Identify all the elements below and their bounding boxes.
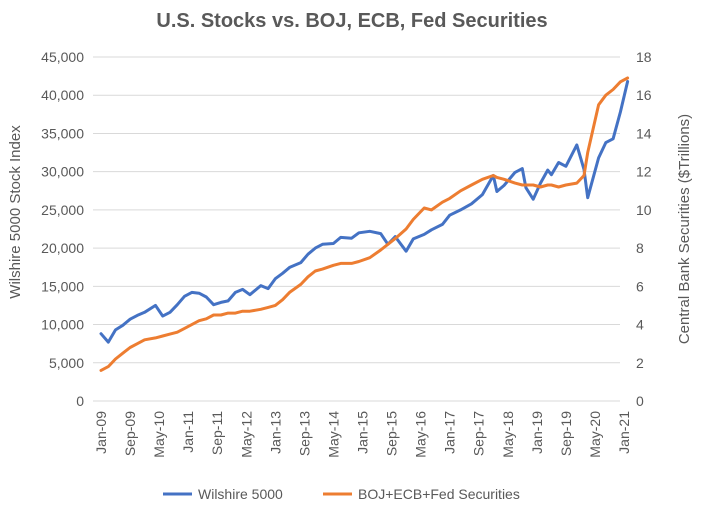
right-tick-label: 16 (636, 87, 652, 103)
right-y-axis-label: Central Bank Securities ($Trillions) (676, 114, 693, 344)
right-tick-label: 18 (636, 49, 652, 65)
x-tick-label: May-16 (413, 411, 429, 458)
x-tick-label: Jan-09 (93, 411, 109, 454)
x-tick-label: Sep-19 (558, 411, 574, 456)
x-tick-label: Jan-13 (267, 411, 283, 454)
left-tick-label: 15,000 (41, 278, 84, 294)
left-tick-label: 45,000 (41, 49, 84, 65)
x-tick-label: May-12 (238, 411, 254, 458)
legend: Wilshire 5000 BOJ+ECB+Fed Securities (163, 486, 520, 502)
x-tick-label: Sep-15 (384, 411, 400, 456)
series-lines (99, 76, 630, 372)
x-tick-label: Sep-13 (296, 411, 312, 456)
x-tick-label: Jan-11 (180, 411, 196, 453)
left-y-axis-ticks: 0 5,000 10,000 15,000 20,000 25,000 30,000 35,0… (41, 49, 84, 409)
legend-label-central-bank-securities: BOJ+ECB+Fed Securities (358, 486, 520, 502)
left-tick-label: 10,000 (41, 317, 84, 333)
right-tick-label: 14 (636, 125, 652, 141)
legend-label-wilshire-5000: Wilshire 5000 (198, 486, 283, 502)
x-tick-label: May-20 (587, 411, 603, 458)
x-tick-label: Sep-11 (209, 411, 225, 455)
x-tick-label: May-10 (151, 411, 167, 458)
x-tick-label: Jan-19 (529, 411, 545, 454)
right-tick-label: 6 (636, 278, 644, 294)
left-tick-label: 35,000 (41, 125, 84, 141)
x-tick-label: Jan-17 (442, 411, 458, 454)
left-tick-label: 20,000 (41, 240, 84, 256)
right-tick-label: 10 (636, 202, 652, 218)
left-tick-label: 30,000 (41, 164, 84, 180)
series-line-central-bank-securities (99, 76, 630, 372)
left-tick-label: 0 (76, 393, 84, 409)
x-tick-label: Jan-15 (355, 411, 371, 454)
right-tick-label: 4 (636, 317, 644, 333)
x-axis-ticks: Jan-09 Sep-09 May-10 Jan-11 Sep-11 May-12 Jan-… (93, 411, 632, 458)
series-line-wilshire-5000 (99, 80, 630, 344)
x-tick-label: May-18 (500, 411, 516, 458)
right-tick-label: 8 (636, 240, 644, 256)
right-tick-label: 12 (636, 164, 652, 180)
right-tick-label: 0 (636, 393, 644, 409)
left-tick-label: 25,000 (41, 202, 84, 218)
right-tick-label: 2 (636, 355, 644, 371)
x-tick-label: Jan-21 (616, 411, 632, 454)
chart-title: U.S. Stocks vs. BOJ, ECB, Fed Securities (156, 10, 547, 32)
x-tick-label: Sep-09 (122, 411, 138, 456)
left-tick-label: 5,000 (49, 355, 84, 371)
x-tick-label: May-14 (325, 411, 341, 458)
left-y-axis-label: Wilshire 5000 Stock Index (7, 125, 24, 299)
x-tick-label: Sep-17 (471, 411, 487, 456)
left-tick-label: 40,000 (41, 87, 84, 103)
gridlines (93, 56, 620, 402)
right-y-axis-ticks: 0 2 4 6 8 10 12 14 16 18 (636, 49, 652, 409)
